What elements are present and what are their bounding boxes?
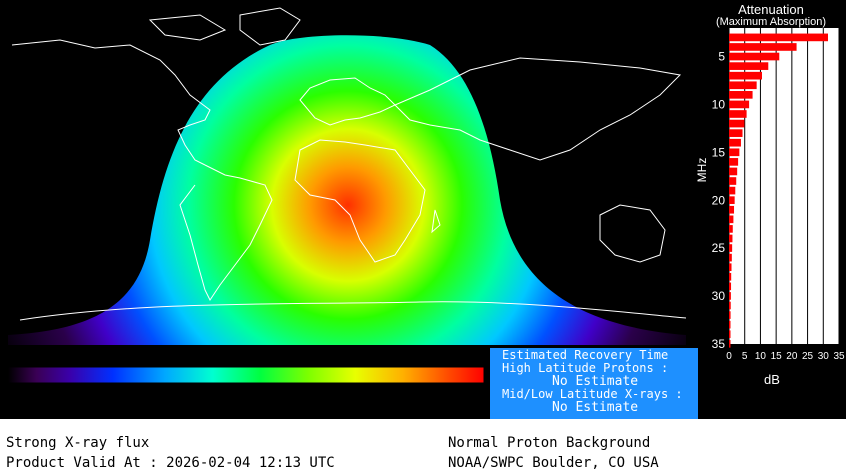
attenuation-bar (729, 62, 769, 70)
attenuation-bar (729, 215, 734, 224)
chart-x-label: dB (764, 372, 780, 387)
attenuation-bar (729, 71, 762, 80)
chart-x-tick: 10 (755, 351, 767, 362)
attenuation-bar (729, 225, 733, 233)
chart-y-tick: 15 (712, 145, 726, 159)
attenuation-bar (729, 110, 747, 118)
high-latitude-protons-label: High Latitude Protons : (502, 361, 669, 375)
attenuation-bar (729, 301, 731, 310)
chart-y-label: MHz (695, 158, 709, 183)
attenuation-bar (729, 119, 745, 128)
chart-bars (729, 33, 828, 348)
attenuation-bar (729, 263, 732, 272)
chart-x-tick: 15 (771, 351, 783, 362)
world-coastlines (11, 7, 687, 321)
attenuation-bar (729, 272, 732, 281)
chart-plot-area (729, 28, 839, 344)
proton-status: Normal Proton Background (448, 435, 651, 451)
chart-y-tick: 10 (712, 98, 726, 112)
attenuation-bar (729, 81, 757, 90)
colorbar-label: Degraded Frequency (MHz) (169, 402, 318, 416)
attenuation-bar (729, 52, 780, 61)
attenuation-bar (729, 148, 740, 157)
colorbar (7, 366, 485, 384)
chart-x-tick: 25 (802, 351, 814, 362)
attenuation-bar (729, 138, 741, 147)
attenuation-bar (729, 311, 731, 319)
colorbar-tick: 35 (478, 389, 490, 401)
colorbar-tick: 0 (5, 389, 11, 401)
chart-x-tick: 0 (726, 351, 732, 362)
attenuation-bar (729, 129, 743, 137)
source-credit: NOAA/SWPC Boulder, CO USA (448, 455, 659, 471)
attenuation-bar (729, 244, 733, 252)
absorption-region (8, 35, 686, 345)
attenuation-bar (729, 339, 731, 348)
mid-low-latitude-xrays-value: No Estimate (552, 400, 639, 415)
attenuation-bar (729, 330, 731, 339)
flux-status: Strong X-ray flux (6, 435, 150, 451)
colorbar-tick: 5 (73, 389, 79, 401)
chart-grid (728, 28, 840, 344)
map-title: Highest Frequency Affected by 1dB Absorp… (104, 352, 383, 367)
attenuation-bar (729, 100, 750, 109)
colorbar-tick: 10 (138, 389, 150, 401)
chart-y-tick: 5 (718, 50, 725, 64)
colorbar-tick: 20 (274, 389, 286, 401)
chart-y-ticks: 5 10 15 20 25 30 35 (712, 50, 726, 351)
colorbar-tick: 15 (206, 389, 218, 401)
attenuation-bar (729, 205, 735, 214)
mid-low-latitude-xrays-label: Mid/Low Latitude X-rays : (502, 387, 683, 401)
chart-title: Attenuation (738, 2, 804, 17)
attenuation-bar (729, 177, 737, 185)
colorbar-tick: 25 (342, 389, 354, 401)
chart-y-tick: 35 (712, 337, 726, 351)
attenuation-bar (729, 186, 736, 195)
colorbar-tick: 30 (410, 389, 422, 401)
attenuation-bar (729, 167, 738, 176)
chart-x-tick: 30 (818, 351, 830, 362)
colorbar-ticks: 0 5 10 15 20 25 30 35 (5, 389, 490, 401)
chart-y-tick: 30 (712, 289, 726, 303)
chart-x-tick: 20 (786, 351, 798, 362)
attenuation-bar (729, 320, 731, 329)
high-latitude-protons-value: No Estimate (552, 374, 639, 389)
attenuation-bar (729, 43, 797, 51)
recovery-title: Estimated Recovery Time (502, 348, 669, 362)
recovery-panel: Estimated Recovery Time High Latitude Pr… (490, 348, 698, 419)
attenuation-bar (729, 33, 828, 42)
chart-y-tick: 20 (712, 193, 726, 207)
attenuation-bar (729, 91, 753, 99)
attenuation-chart: Attenuation (Maximum Absorption) 5101520… (695, 2, 845, 387)
chart-x-tick: 5 (742, 351, 748, 362)
attenuation-bar (729, 158, 739, 166)
chart-y-tick: 25 (712, 241, 726, 255)
chart-x-ticks: 0 5 10 15 20 25 30 35 (726, 351, 845, 362)
attenuation-bar (729, 196, 735, 205)
product-valid-time: Product Valid At : 2026-02-04 12:13 UTC (6, 455, 335, 471)
attenuation-bar (729, 234, 733, 243)
chart-x-tick: 35 (833, 351, 845, 362)
attenuation-bar (729, 253, 732, 262)
chart-subtitle: (Maximum Absorption) (716, 16, 826, 28)
attenuation-bar (729, 292, 731, 300)
attenuation-bar (729, 282, 732, 291)
